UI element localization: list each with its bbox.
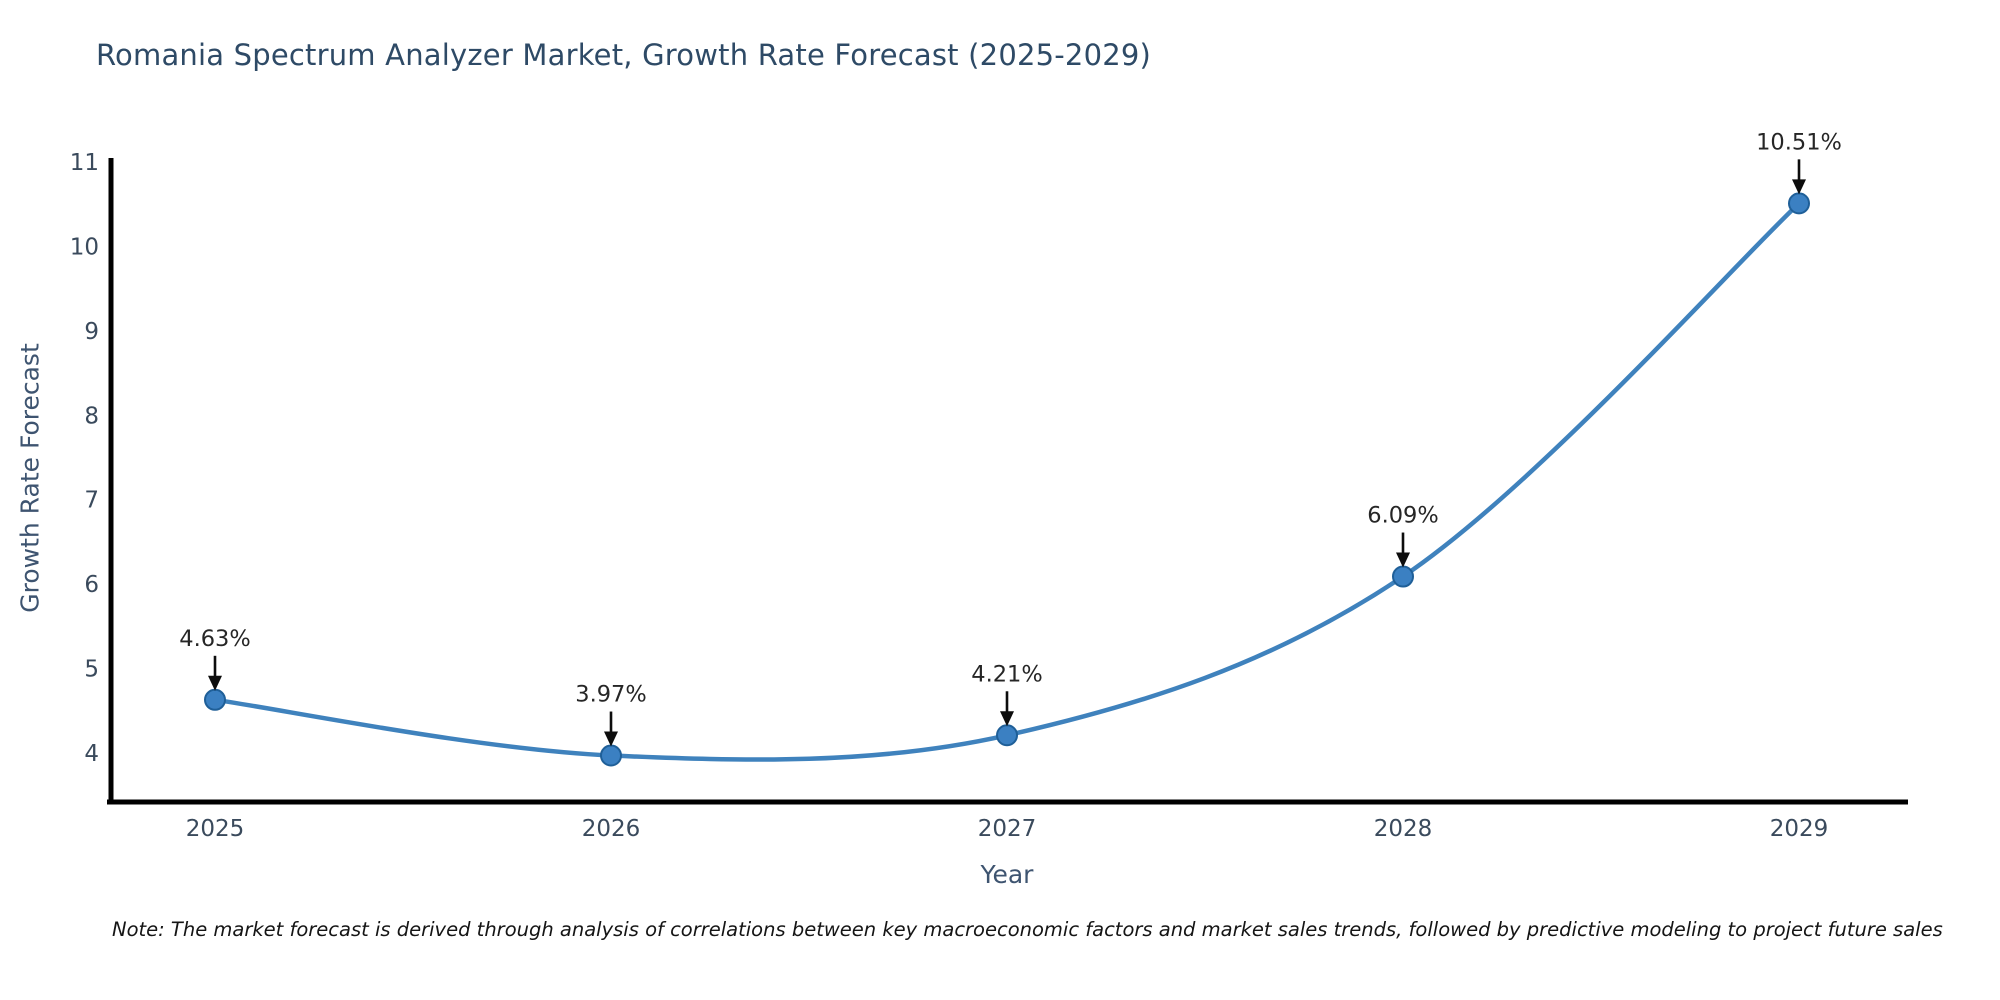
- data-point-2028: [1392, 565, 1414, 588]
- y-tick-8: 8: [84, 403, 99, 429]
- point-label-2026: 3.97%: [575, 682, 646, 708]
- chart-title: Romania Spectrum Analyzer Market, Growth…: [96, 38, 1152, 72]
- data-point-2026: [600, 744, 622, 767]
- data-point-2025: [204, 688, 226, 711]
- annotation-arrow-head: [208, 675, 222, 691]
- y-axis-label: Growth Rate Forecast: [15, 343, 45, 613]
- y-tick-10: 10: [70, 234, 99, 260]
- footnote: Note: The market forecast is derived thr…: [112, 918, 1943, 941]
- point-label-2027: 4.21%: [971, 661, 1042, 687]
- annotation-arrow-head: [1396, 552, 1410, 568]
- x-tick-2026: 2026: [582, 816, 641, 842]
- x-axis-label: Year: [980, 860, 1034, 889]
- point-label-2028: 6.09%: [1367, 503, 1438, 529]
- y-tick-11: 11: [70, 150, 99, 176]
- annotation-arrow-head: [1000, 711, 1014, 727]
- x-tick-2025: 2025: [186, 816, 245, 842]
- forecast-line: [212, 201, 1802, 762]
- y-tick-9: 9: [84, 319, 99, 345]
- y-tick-4: 4: [84, 741, 99, 767]
- annotation-arrow-head: [604, 731, 618, 747]
- point-label-2025: 4.63%: [179, 626, 250, 652]
- data-point-2027: [996, 724, 1018, 747]
- data-point-2029: [1788, 192, 1810, 215]
- y-tick-7: 7: [84, 488, 99, 514]
- annotation-arrow-head: [1792, 179, 1806, 195]
- x-tick-2027: 2027: [978, 816, 1037, 842]
- x-tick-2028: 2028: [1374, 816, 1433, 842]
- point-label-2029: 10.51%: [1756, 129, 1842, 155]
- y-tick-6: 6: [84, 572, 99, 598]
- y-tick-5: 5: [84, 657, 99, 683]
- x-tick-2029: 2029: [1770, 816, 1829, 842]
